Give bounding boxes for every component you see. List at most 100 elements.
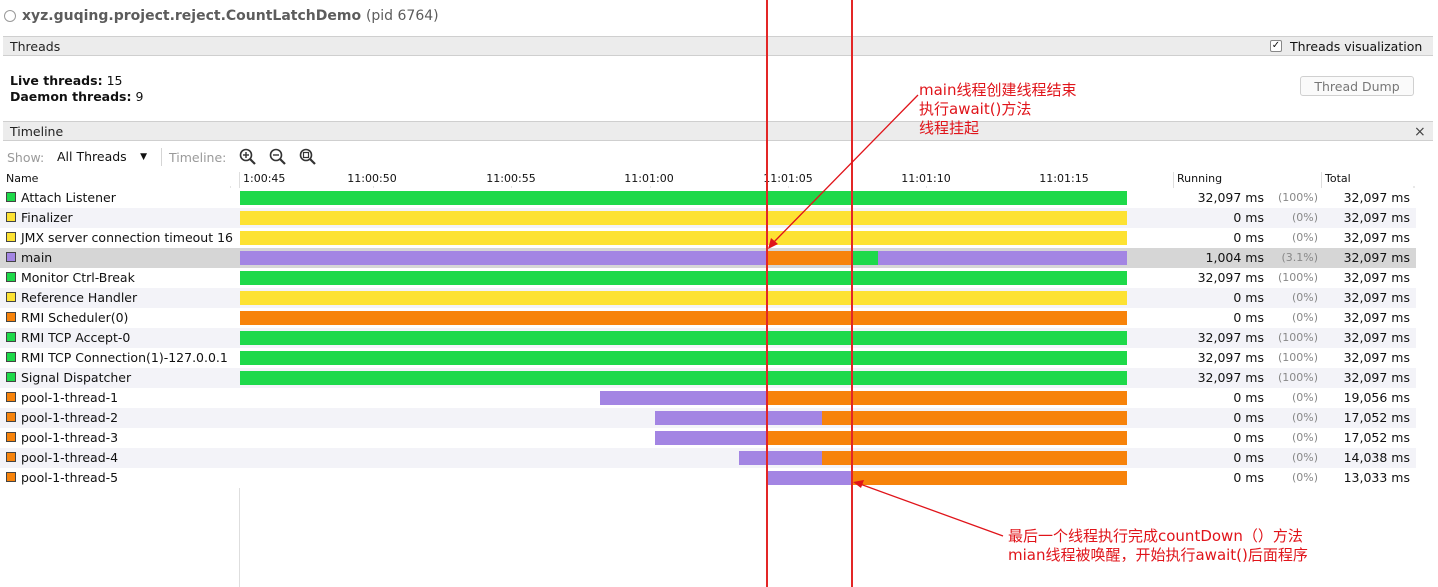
thread-state-bar-park xyxy=(822,451,1127,465)
thread-state-bar-sleep xyxy=(878,251,1127,265)
thread-dump-button[interactable]: Thread Dump xyxy=(1300,76,1414,96)
total-cell: 32,097 ms xyxy=(1343,270,1410,285)
zoom-fit-icon[interactable] xyxy=(297,147,319,167)
total-cell: 13,033 ms xyxy=(1343,470,1410,485)
total-cell: 32,097 ms xyxy=(1343,370,1410,385)
thread-state-bar-sleep xyxy=(655,411,822,425)
running-percent-cell: (0%) xyxy=(1291,311,1318,324)
column-header-name[interactable]: Name xyxy=(6,172,39,185)
thread-name-cell: pool-1-thread-2 xyxy=(6,410,118,425)
thread-name: pool-1-thread-5 xyxy=(21,470,119,485)
table-row[interactable]: pool-1-thread-4 0 ms (0%) 14,038 ms xyxy=(0,448,1416,468)
thread-state-bar-sleep xyxy=(600,391,767,405)
table-row[interactable]: RMI TCP Connection(1)-127.0.0.1 32,097 ms… xyxy=(0,348,1416,368)
process-status-icon xyxy=(4,10,16,22)
annotation-wakeup-line-1: 最后一个线程执行完成countDown（）方法 xyxy=(1008,527,1303,545)
table-row[interactable]: Attach Listener 32,097 ms (100%) 32,097 ms xyxy=(0,188,1416,208)
close-icon[interactable]: × xyxy=(1414,124,1426,140)
thread-state-bar-running xyxy=(240,351,1127,365)
thread-name-cell: pool-1-thread-5 xyxy=(6,470,118,485)
thread-state-bar-sleep xyxy=(240,251,767,265)
thread-name-cell: Signal Dispatcher xyxy=(6,370,131,385)
total-cell: 32,097 ms xyxy=(1343,350,1410,365)
timeline-section-header: Timeline xyxy=(3,121,1433,141)
running-cell: 0 ms xyxy=(1233,450,1264,465)
thread-state-bar-sleep xyxy=(739,451,822,465)
thread-state-swatch xyxy=(6,472,16,482)
total-cell: 32,097 ms xyxy=(1343,330,1410,345)
running-percent-cell: (100%) xyxy=(1277,331,1318,344)
thread-state-bar-sleep xyxy=(655,431,767,445)
thread-state-swatch xyxy=(6,292,16,302)
thread-state-swatch xyxy=(6,192,16,202)
annotation-wakeup-line-2: mian线程被唤醒，开始执行await()后面程序 xyxy=(1008,546,1308,564)
running-cell: 0 ms xyxy=(1233,230,1264,245)
running-cell: 1,004 ms xyxy=(1205,250,1264,265)
table-row[interactable]: Monitor Ctrl-Break 32,097 ms (100%) 32,097 … xyxy=(0,268,1416,288)
thread-state-bar-waiting xyxy=(240,231,1127,245)
thread-state-bar-sleep xyxy=(767,471,851,485)
thread-name: Monitor Ctrl-Break xyxy=(21,270,135,285)
column-header-total[interactable]: Total xyxy=(1325,172,1351,185)
threads-visualization-label[interactable]: Threads visualization xyxy=(1290,39,1423,54)
thread-state-swatch xyxy=(6,352,16,362)
zoom-in-icon[interactable] xyxy=(237,147,259,167)
table-row[interactable]: RMI Scheduler(0) 0 ms (0%) 32,097 ms xyxy=(0,308,1416,328)
live-threads-stat: Live threads: 15 xyxy=(10,73,122,88)
annotation-await-line-3: 线程挂起 xyxy=(919,119,980,137)
total-cell: 32,097 ms xyxy=(1343,190,1410,205)
table-row[interactable]: JMX server connection timeout 16 0 ms (0%)… xyxy=(0,228,1416,248)
table-row[interactable]: pool-1-thread-5 0 ms (0%) 13,033 ms xyxy=(0,468,1416,488)
show-label: Show: xyxy=(7,150,45,165)
running-cell: 32,097 ms xyxy=(1197,370,1264,385)
column-header-running[interactable]: Running xyxy=(1177,172,1223,185)
table-row[interactable]: pool-1-thread-3 0 ms (0%) 17,052 ms xyxy=(0,428,1416,448)
annotation-await-line-2: 执行await()方法 xyxy=(919,100,1032,118)
show-threads-select[interactable]: All Threads ▼ xyxy=(53,147,151,167)
time-tick-label: 11:00:55 xyxy=(486,172,536,185)
thread-state-bar-park xyxy=(851,471,1127,485)
thread-name: Reference Handler xyxy=(21,290,138,305)
thread-name-cell: Monitor Ctrl-Break xyxy=(6,270,135,285)
thread-name-cell: Reference Handler xyxy=(6,290,137,305)
running-percent-cell: (0%) xyxy=(1291,211,1318,224)
thread-state-bar-waiting xyxy=(240,291,1127,305)
threads-visualization-checkbox[interactable]: ✓ xyxy=(1270,40,1282,52)
thread-name-cell: JMX server connection timeout 16 xyxy=(6,230,233,245)
guide-line-await xyxy=(766,0,768,587)
thread-name-cell: main xyxy=(6,250,52,265)
table-row[interactable]: Signal Dispatcher 32,097 ms (100%) 32,097 m… xyxy=(0,368,1416,388)
thread-state-swatch xyxy=(6,432,16,442)
show-threads-value: All Threads xyxy=(57,149,127,164)
time-tick-label: 11:01:00 xyxy=(624,172,674,185)
thread-state-swatch xyxy=(6,252,16,262)
guide-line-wakeup xyxy=(851,0,853,587)
thread-state-swatch xyxy=(6,332,16,342)
running-cell: 0 ms xyxy=(1233,470,1264,485)
table-row[interactable]: Reference Handler 0 ms (0%) 32,097 ms xyxy=(0,288,1416,308)
table-row[interactable]: Finalizer 0 ms (0%) 32,097 ms xyxy=(0,208,1416,228)
time-tick-label: 11:01:05 xyxy=(763,172,813,185)
running-cell: 0 ms xyxy=(1233,310,1264,325)
thread-name: RMI TCP Accept-0 xyxy=(21,330,131,345)
app-name: xyz.guqing.project.reject.CountLatchDemo xyxy=(22,8,362,24)
table-row[interactable]: pool-1-thread-2 0 ms (0%) 17,052 ms xyxy=(0,408,1416,428)
time-tick-label: 11:01:15 xyxy=(1039,172,1089,185)
table-row[interactable]: main 1,004 ms (3.1%) 32,097 ms xyxy=(0,248,1416,268)
thread-state-bar-park xyxy=(240,311,1127,325)
time-tick-label: 11:00:50 xyxy=(347,172,397,185)
total-cell: 32,097 ms xyxy=(1343,210,1410,225)
thread-state-bar-running xyxy=(240,271,1127,285)
zoom-out-icon[interactable] xyxy=(267,147,289,167)
thread-name: JMX server connection timeout 16 xyxy=(21,230,233,245)
annotation-wakeup-note: 最后一个线程执行完成countDown（）方法 mian线程被唤醒，开始执行aw… xyxy=(1008,527,1308,565)
running-cell: 32,097 ms xyxy=(1197,330,1264,345)
total-cell: 14,038 ms xyxy=(1343,450,1410,465)
thread-state-bar-running xyxy=(853,251,878,265)
thread-name: Finalizer xyxy=(21,210,73,225)
table-row[interactable]: pool-1-thread-1 0 ms (0%) 19,056 ms xyxy=(0,388,1416,408)
thread-state-swatch xyxy=(6,392,16,402)
table-row[interactable]: RMI TCP Accept-0 32,097 ms (100%) 32,097 ms xyxy=(0,328,1416,348)
toolbar-separator xyxy=(161,148,162,166)
daemon-threads-label: Daemon threads: xyxy=(10,89,132,104)
